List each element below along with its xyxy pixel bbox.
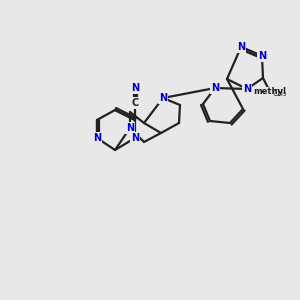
Text: methyl: methyl — [254, 88, 286, 97]
Text: N: N — [131, 133, 139, 143]
Text: N: N — [243, 84, 251, 94]
Text: N: N — [131, 83, 139, 93]
Text: N: N — [237, 42, 245, 52]
Text: N: N — [93, 133, 101, 143]
Text: CH₃: CH₃ — [273, 89, 287, 98]
Text: N: N — [126, 123, 134, 133]
Text: N: N — [258, 51, 266, 61]
Text: N: N — [159, 93, 167, 103]
Text: N: N — [211, 83, 219, 93]
Text: C: C — [131, 98, 139, 108]
